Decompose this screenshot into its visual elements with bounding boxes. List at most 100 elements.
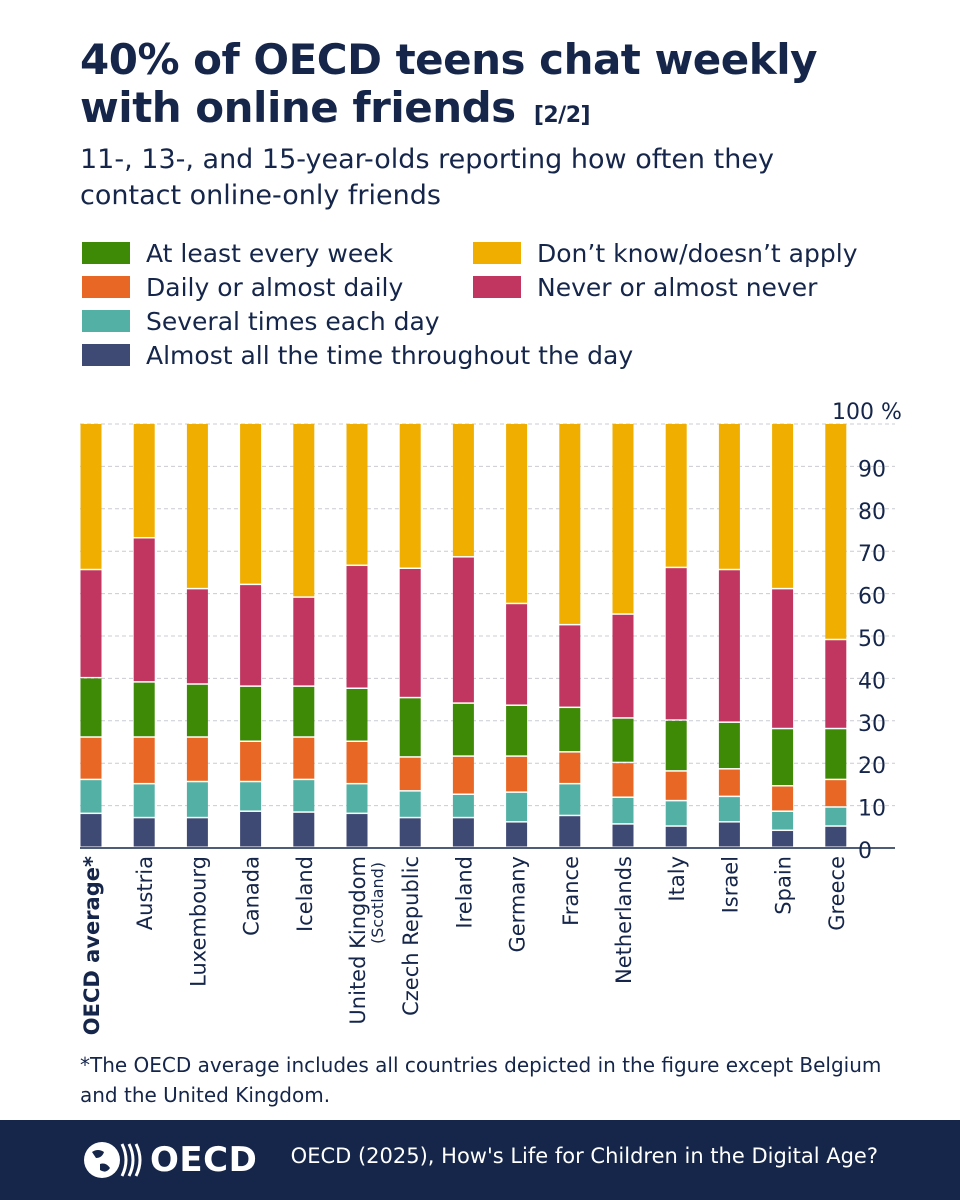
bar-segment-3-3 xyxy=(240,686,262,741)
legend-swatch-never xyxy=(473,276,521,298)
x-tick-label-6: Czech Republic xyxy=(399,856,423,1016)
bar-segment-13-3 xyxy=(772,729,794,786)
bar-segment-11-2 xyxy=(665,771,687,800)
bar-segment-8-0 xyxy=(506,822,528,847)
bar-segment-1-3 xyxy=(133,682,155,737)
x-label-group-10: Netherlands xyxy=(612,856,636,984)
x-tick-label-1: Austria xyxy=(133,856,157,930)
bar-segment-12-5 xyxy=(718,424,740,569)
x-label-group-9: France xyxy=(559,856,583,926)
bar-segment-14-3 xyxy=(825,729,847,779)
bar-segment-2-3 xyxy=(186,684,208,737)
bar-segment-14-1 xyxy=(825,807,847,826)
legend-swatch-daily xyxy=(82,276,130,298)
bar-segment-8-3 xyxy=(506,705,528,756)
bar-segment-10-1 xyxy=(612,797,634,824)
bar-segment-9-4 xyxy=(559,625,581,707)
bar-segment-7-3 xyxy=(452,703,474,756)
legend-swatch-always xyxy=(82,344,130,366)
bar-segment-4-5 xyxy=(293,424,315,597)
legend-swatch-several xyxy=(82,310,130,332)
source-citation[interactable]: OECD (2025), How's Life for Children in … xyxy=(290,1144,878,1168)
legend-swatch-dontknow xyxy=(473,242,521,264)
bar-segment-1-0 xyxy=(133,818,155,847)
bar-segment-14-4 xyxy=(825,640,847,728)
x-label-group-5: United Kingdom(Scotland) xyxy=(346,856,387,1025)
bar-segment-11-4 xyxy=(665,568,687,720)
bar-segment-0-2 xyxy=(80,737,102,779)
bar-segment-14-5 xyxy=(825,424,847,639)
bar-segment-4-3 xyxy=(293,686,315,737)
bar-segment-9-3 xyxy=(559,708,581,752)
y-tick-label-70: 70 xyxy=(858,542,886,567)
stacked-bar-chart: 0 10 20 30 40 50 60 70 80 90 100 % OECD average* Aus… xyxy=(80,400,902,1035)
bar-segment-10-5 xyxy=(612,424,634,614)
x-tick-label-12: Israel xyxy=(718,856,742,913)
bar-segment-5-5 xyxy=(346,424,368,565)
y-tick-label-100: 100 % xyxy=(832,400,902,425)
x-tick-label-3: Canada xyxy=(240,856,264,936)
y-tick-label-40: 40 xyxy=(858,669,886,694)
oecd-logo-text: OECD xyxy=(150,1140,258,1180)
legend-label-daily: Daily or almost daily xyxy=(146,272,404,302)
x-tick-label-14: Greece xyxy=(825,856,849,931)
bar-segment-13-1 xyxy=(772,811,794,830)
x-tick-label-2: Luxembourg xyxy=(186,856,210,987)
y-tick-label-80: 80 xyxy=(858,500,886,525)
bar-segment-12-4 xyxy=(718,570,740,722)
footer: OECD OECD (2025), How's Life for Childre… xyxy=(0,1120,960,1200)
x-label-group-7: Ireland xyxy=(452,856,476,929)
x-tick-label-0: OECD average* xyxy=(80,856,104,1035)
bar-segment-5-4 xyxy=(346,566,368,688)
legend-item-dontknow: Don’t know/doesn’t apply xyxy=(473,236,857,270)
x-label-group-14: Greece xyxy=(825,856,849,931)
bar-segment-12-0 xyxy=(718,822,740,847)
bar-segment-2-0 xyxy=(186,818,208,847)
x-tick-label-7: Ireland xyxy=(452,856,476,929)
x-label-group-6: Czech Republic xyxy=(399,856,423,1016)
oecd-logo: OECD xyxy=(82,1138,257,1182)
bar-segment-9-5 xyxy=(559,424,581,624)
legend-item-weekly: At least every week xyxy=(82,236,393,270)
bar-segment-6-3 xyxy=(399,698,421,757)
bar-segment-0-0 xyxy=(80,814,102,847)
bar-segment-6-5 xyxy=(399,424,421,568)
bar-segment-3-5 xyxy=(240,424,262,584)
bar-segment-13-0 xyxy=(772,831,794,847)
legend-label-never: Never or almost never xyxy=(537,272,818,302)
bar-segment-14-2 xyxy=(825,780,847,807)
bar-segment-0-1 xyxy=(80,780,102,813)
bar-segment-8-5 xyxy=(506,424,528,603)
bar-segment-0-4 xyxy=(80,570,102,677)
bar-segment-1-4 xyxy=(133,538,155,682)
bar-segment-8-4 xyxy=(506,604,528,705)
bar-segment-10-4 xyxy=(612,614,634,718)
bar-segment-2-5 xyxy=(186,424,208,588)
y-tick-label-0: 0 xyxy=(858,839,872,864)
bar-segment-4-2 xyxy=(293,737,315,779)
legend-label-several: Several times each day xyxy=(146,306,440,336)
x-label-group-11: Italy xyxy=(665,856,689,902)
x-label-group-0: OECD average* xyxy=(80,856,104,1035)
bar-segment-6-1 xyxy=(399,791,421,817)
page-title-text: 40% of OECD teens chat weekly with onlin… xyxy=(80,35,818,132)
y-tick-label-10: 10 xyxy=(858,797,886,822)
bar-segment-10-2 xyxy=(612,763,634,797)
bar-segment-9-0 xyxy=(559,816,581,847)
oecd-globe-icon xyxy=(84,1142,142,1178)
legend-label-weekly: At least every week xyxy=(146,238,394,268)
bar-segment-5-0 xyxy=(346,814,368,847)
y-tick-label-50: 50 xyxy=(858,627,886,652)
bar-segment-2-1 xyxy=(186,782,208,817)
y-tick-label-20: 20 xyxy=(858,754,886,779)
bar-segment-8-2 xyxy=(506,756,528,792)
legend-swatch-weekly xyxy=(82,242,130,264)
legend-item-always: Almost all the time throughout the day xyxy=(82,338,633,372)
bar-segment-6-2 xyxy=(399,757,421,791)
bar-segment-13-5 xyxy=(772,424,794,588)
x-tick-label-9: France xyxy=(559,856,583,926)
x-label-group-8: Germany xyxy=(506,856,530,953)
x-tick-sublabel-5: (Scotland) xyxy=(368,862,387,944)
bar-segment-9-1 xyxy=(559,784,581,815)
bar-segment-7-0 xyxy=(452,818,474,847)
